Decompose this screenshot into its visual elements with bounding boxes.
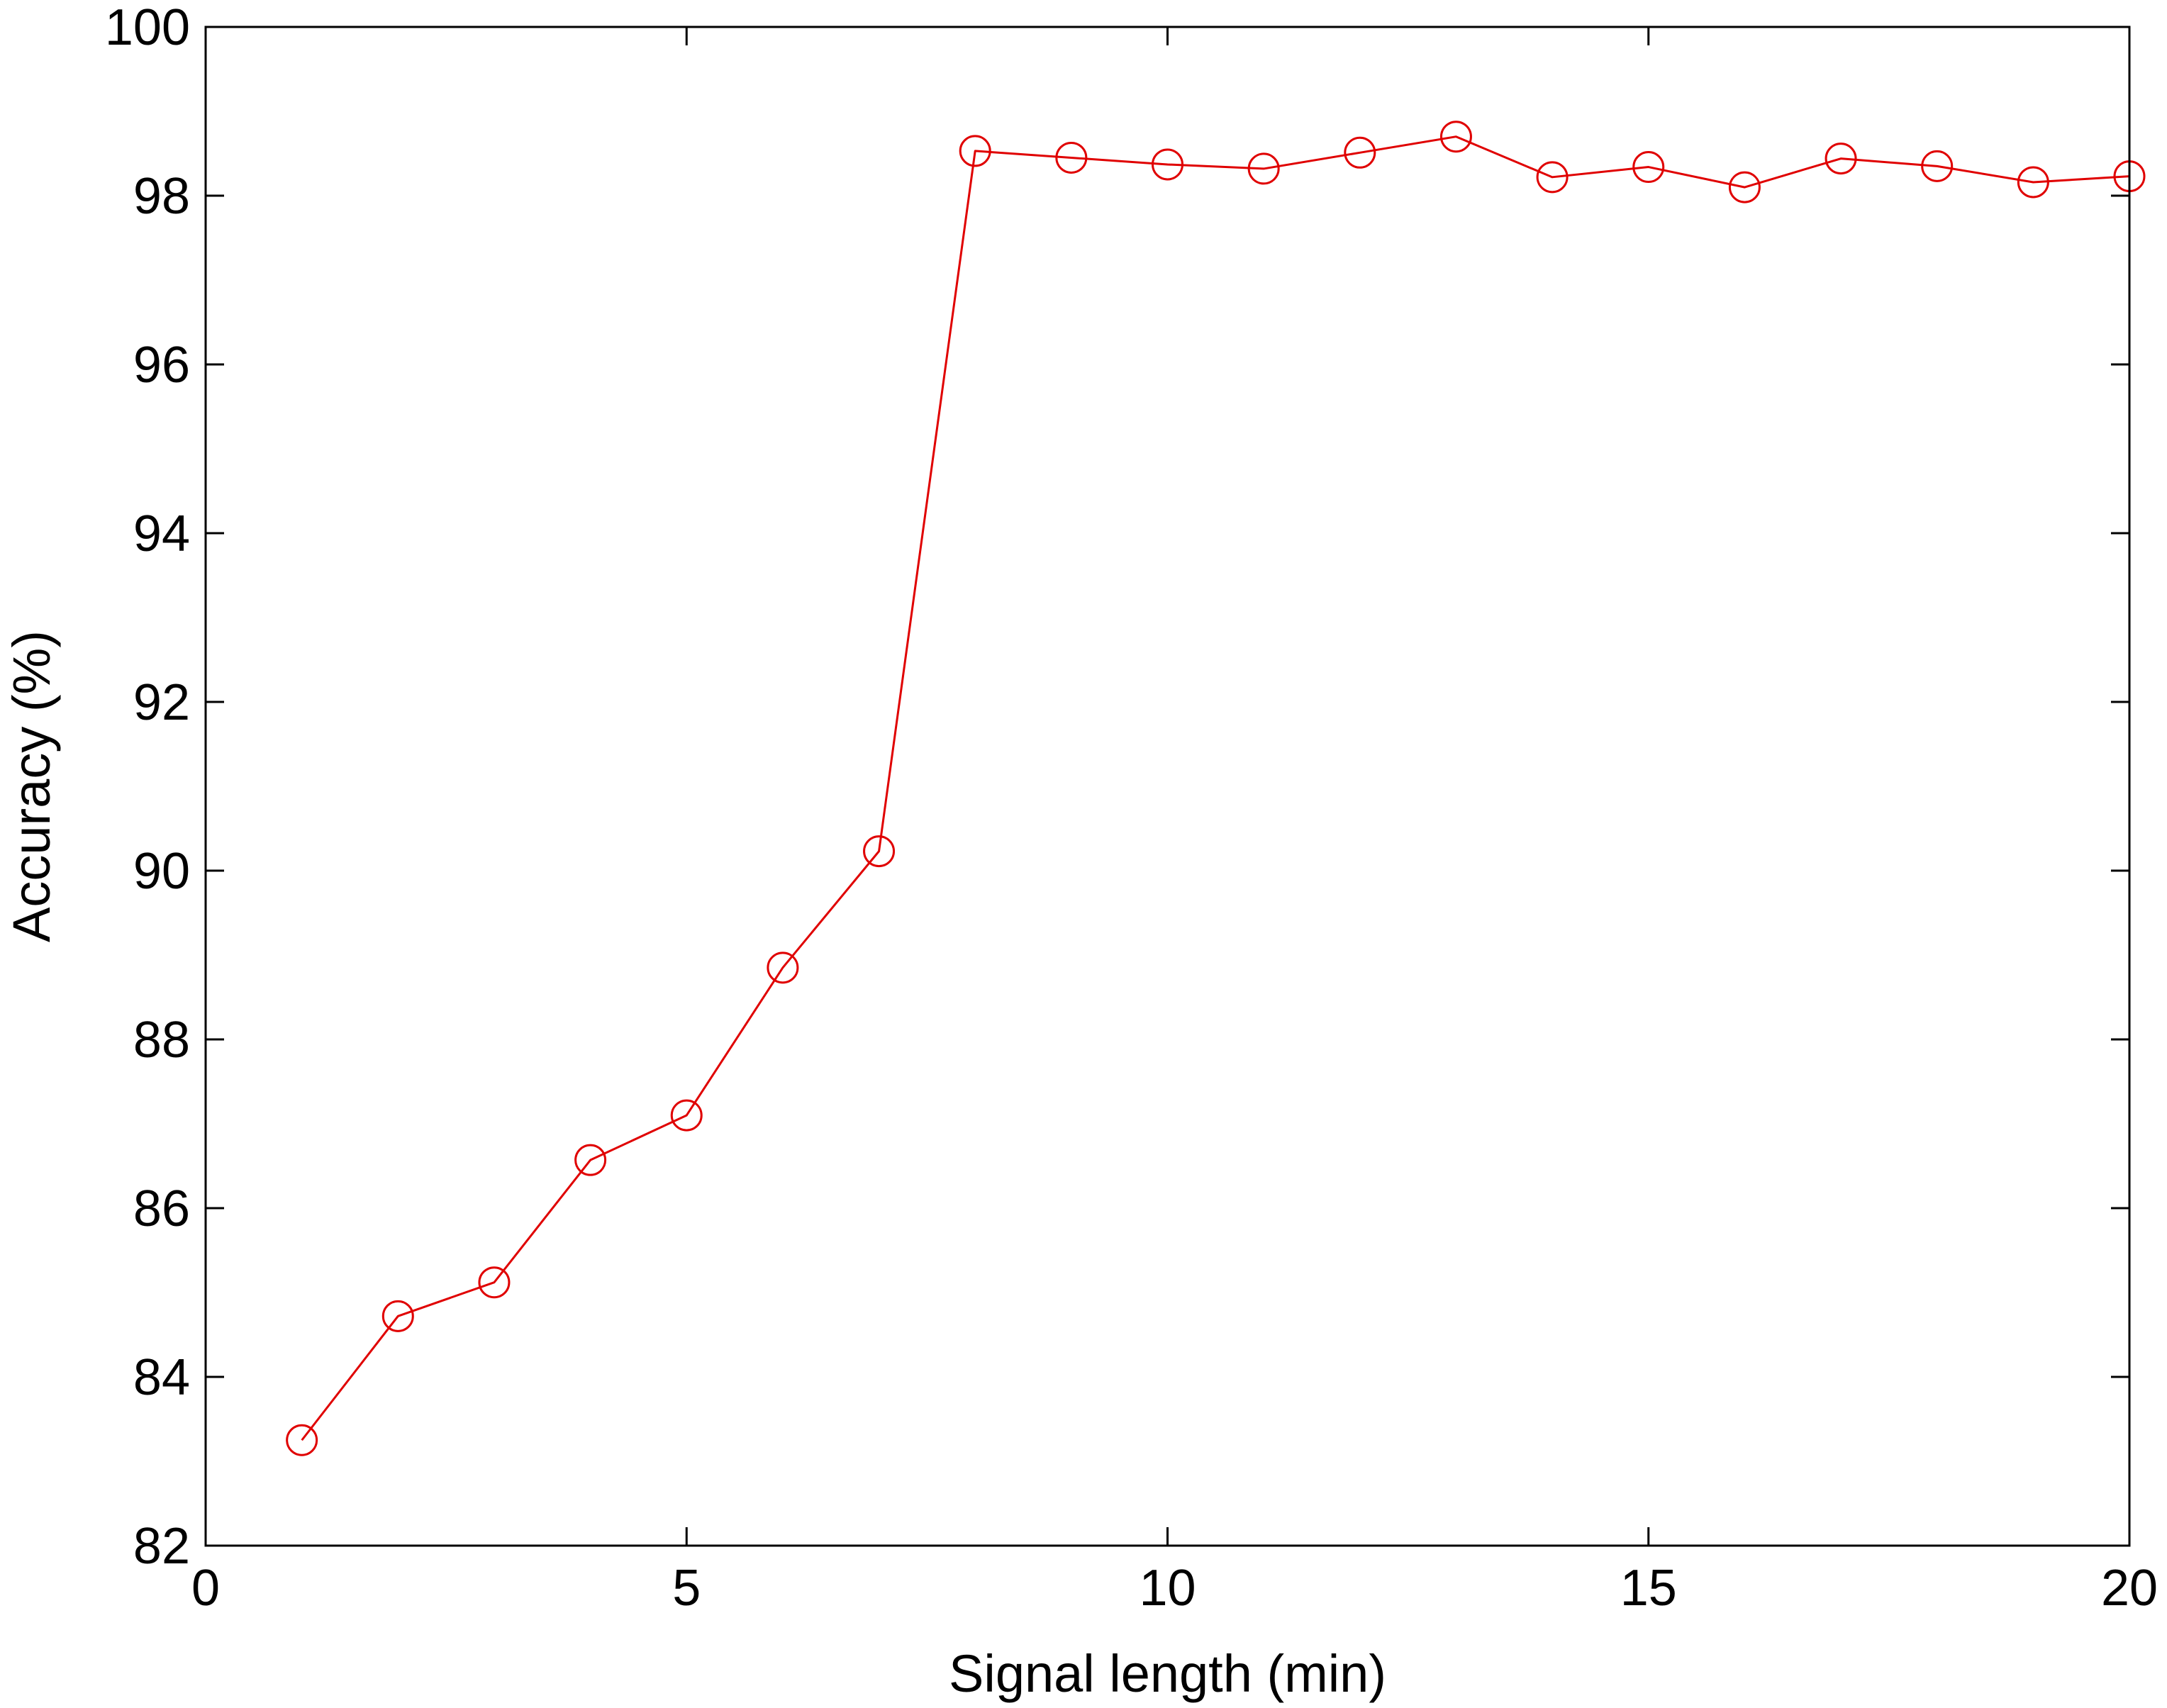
data-point-marker [286,1424,318,1456]
x-tick-label: 0 [191,1560,220,1617]
x-axis-label: Signal length (min) [949,1644,1386,1703]
data-point-marker [478,1266,511,1299]
y-tick-label: 94 [133,506,190,562]
data-point-marker [381,1300,414,1332]
data-point-marker [1921,150,1954,182]
data-point-marker [767,951,799,984]
data-point-marker [1344,136,1376,169]
tick-labels: 0 5 10 15 20 82 84 86 88 90 92 94 96 98 100 [105,0,2158,1617]
data-point-marker [1152,148,1183,181]
data-point-marker [1632,151,1665,184]
data-point-marker [1536,161,1569,194]
data-point-marker [2017,166,2049,199]
y-tick-label: 84 [133,1349,190,1406]
data-point-marker [863,835,896,868]
y-tick-label: 86 [133,1180,190,1237]
data-series [286,121,2146,1456]
series-line [301,135,2130,1441]
data-point-marker [1247,152,1280,185]
y-tick-label: 92 [133,674,190,731]
x-tick-label: 10 [1139,1560,1196,1617]
y-tick-label: 88 [133,1012,190,1068]
data-point-marker [1825,143,1857,175]
y-axis-label: Accuracy (%) [2,630,61,942]
y-tick-label: 98 [133,168,190,225]
data-point-marker [1439,121,1472,153]
data-point-marker [1728,171,1761,203]
data-point-marker [670,1099,703,1132]
data-point-marker [574,1144,607,1176]
x-tick-label: 20 [2101,1560,2158,1617]
plot-frame [204,26,2131,1547]
y-tick-label: 90 [133,843,190,900]
y-tick-label: 82 [133,1518,190,1575]
x-tick-label: 15 [1620,1560,1677,1617]
y-tick-label: 100 [105,0,190,56]
data-point-marker [959,135,991,167]
data-point-marker [1055,141,1088,174]
y-tick-label: 96 [133,337,190,393]
x-tick-label: 5 [672,1560,701,1617]
